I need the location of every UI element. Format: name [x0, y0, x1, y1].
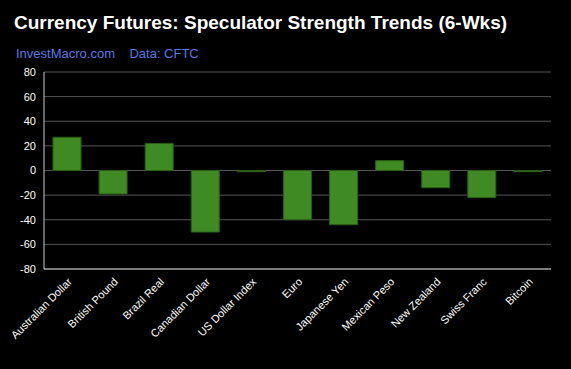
svg-text:Bitcoin: Bitcoin	[503, 275, 535, 307]
svg-text:60: 60	[24, 91, 36, 103]
svg-text:US Dollar Index: US Dollar Index	[195, 275, 258, 338]
svg-text:-80: -80	[20, 263, 36, 275]
svg-text:Mexican Peso: Mexican Peso	[339, 275, 396, 332]
svg-text:Brazil Real: Brazil Real	[120, 275, 166, 321]
svg-text:Canadian Dollar: Canadian Dollar	[148, 275, 213, 340]
svg-text:-40: -40	[20, 214, 36, 226]
svg-text:New Zealand: New Zealand	[388, 275, 442, 329]
svg-text:Swiss Franc: Swiss Franc	[438, 275, 489, 326]
html-text:Currency Futures: Speculator S: Currency Futures: Speculator Strength Tr…	[14, 12, 507, 33]
svg-text:Euro: Euro	[280, 275, 305, 300]
svg-text:Japanese Yen: Japanese Yen	[293, 275, 351, 333]
svg-text:0: 0	[30, 164, 36, 176]
svg-text:Australian Dollar: Australian Dollar	[8, 275, 74, 341]
svg-text:British Pound: British Pound	[65, 275, 120, 330]
svg-text:-20: -20	[20, 189, 36, 201]
svg-text:40: 40	[24, 115, 36, 127]
svg-text:-60: -60	[20, 238, 36, 250]
svg-text:80: 80	[24, 66, 36, 78]
html-text:InvestMacro.com Data: CFTC: InvestMacro.com Data: CFTC	[16, 46, 199, 61]
svg-text:20: 20	[24, 140, 36, 152]
